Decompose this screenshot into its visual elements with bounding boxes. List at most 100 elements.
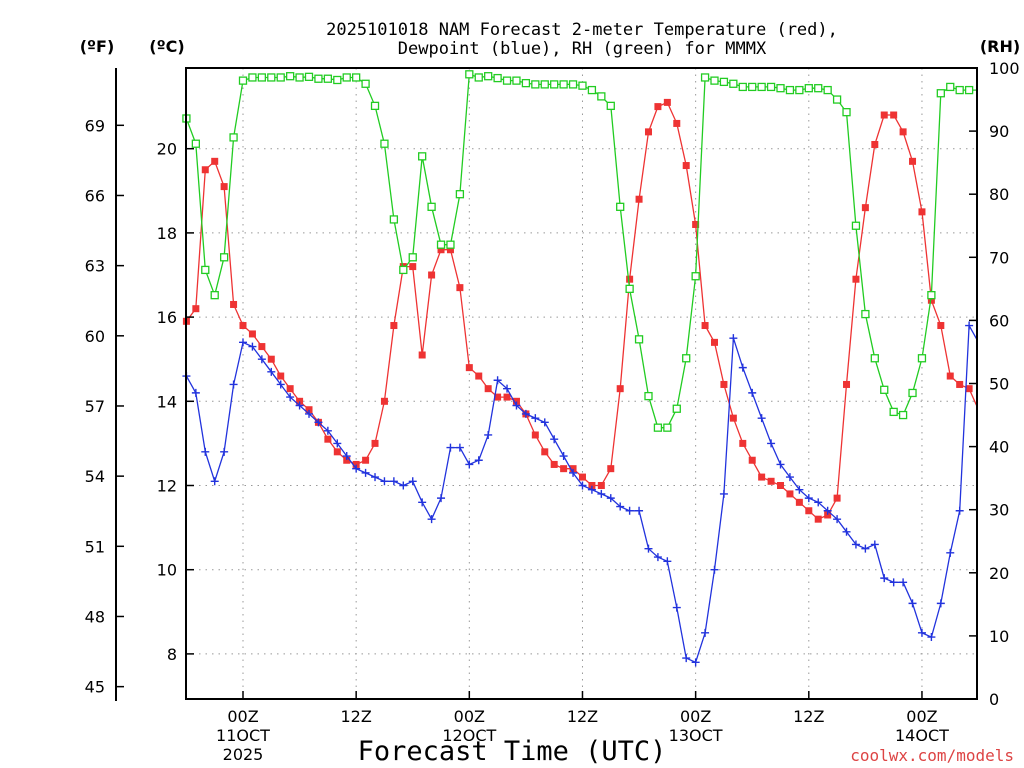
chart-title-line2: Dewpoint (blue), RH (green) for MMMX <box>398 39 767 59</box>
temperature-point <box>446 246 454 254</box>
dewpoint-point <box>446 443 455 452</box>
temperature-point <box>956 380 964 388</box>
rh-point <box>446 240 455 249</box>
rh-point <box>370 101 380 111</box>
dewpoint-point <box>804 494 813 503</box>
temperature-point <box>871 140 879 148</box>
dewpoint-point <box>276 380 285 389</box>
temperature-point <box>767 477 775 485</box>
temperature-point <box>692 220 700 228</box>
rh-point <box>304 72 314 81</box>
rh-point <box>285 72 295 81</box>
rh-point <box>644 391 653 401</box>
time-year-label: 2025 <box>223 745 264 764</box>
dewpoint-point <box>625 506 634 515</box>
dewpoint-point <box>333 439 342 448</box>
rh-point <box>766 82 776 92</box>
temperature-point <box>362 456 370 464</box>
rh-point <box>436 240 446 249</box>
dewpoint-point <box>540 418 549 427</box>
temperature-point <box>352 460 360 468</box>
rh-point <box>748 82 757 92</box>
time-tick-label: 00Z <box>227 707 258 726</box>
dewpoint-point <box>663 557 672 566</box>
rh-point <box>832 95 842 104</box>
temperature-point <box>644 128 652 136</box>
rh-point <box>550 80 559 89</box>
dewpoint-point <box>814 498 823 507</box>
dewpoint-point <box>493 376 502 385</box>
temperature-point <box>654 103 662 111</box>
dewpoint-point <box>465 460 474 469</box>
rh-point <box>314 74 323 83</box>
dewpoint-point <box>757 414 766 423</box>
temperature-point <box>578 473 586 481</box>
rh-tick-label: 30 <box>989 501 1009 520</box>
fahrenheit-tick-label: 51 <box>85 537 105 556</box>
dewpoint-point <box>569 468 578 477</box>
dewpoint-point <box>719 489 728 498</box>
rh-point <box>795 85 804 95</box>
temperature-point <box>795 498 803 506</box>
rh-point <box>257 73 267 82</box>
rh-point <box>248 73 257 82</box>
dewpoint-point <box>512 401 521 410</box>
rh-point <box>908 388 917 398</box>
rh-point <box>955 85 964 95</box>
rh-point <box>946 82 955 92</box>
rh-point <box>691 272 700 281</box>
temperature-point <box>626 275 634 283</box>
rh-point <box>531 80 540 89</box>
temperature-point <box>909 157 917 165</box>
dewpoint-point <box>833 515 842 524</box>
dewpoint-point <box>418 498 427 507</box>
temperature-point <box>512 397 520 405</box>
temperature-point <box>758 473 766 481</box>
rh-point <box>352 73 361 82</box>
dewpoint-point <box>437 494 446 503</box>
dewpoint-point <box>738 363 747 372</box>
chart-title-line1: 2025101018 NAM Forecast 2-meter Temperat… <box>326 20 838 40</box>
temperature-point <box>220 183 228 191</box>
temperature-point <box>248 330 256 338</box>
rh-point <box>229 133 238 142</box>
rh-point <box>587 85 597 95</box>
dewpoint-point <box>521 409 530 418</box>
temperature-point <box>484 385 492 393</box>
dewpoint-point <box>729 334 738 343</box>
time-date-label: 11OCT <box>216 726 270 745</box>
temperature-point <box>343 456 351 464</box>
temperature-point <box>380 397 388 405</box>
dewpoint-point <box>899 578 908 587</box>
dewpoint-point <box>371 473 380 482</box>
rh-point <box>889 407 898 417</box>
dewpoint-point <box>653 553 662 562</box>
dewpoint-point <box>314 418 323 427</box>
rh-point <box>295 73 304 82</box>
temperature-point <box>465 364 473 372</box>
rh-point <box>880 385 889 394</box>
rh-point <box>333 75 342 85</box>
fahrenheit-tick-label: 54 <box>85 467 105 486</box>
rh-point <box>427 202 436 211</box>
temperature-point <box>541 448 549 456</box>
temperature-point <box>230 300 238 308</box>
rh-point <box>672 404 681 413</box>
temperature-point <box>880 111 888 119</box>
celsius-tick-label: 20 <box>157 140 177 159</box>
temperature-point <box>531 431 539 439</box>
rh-point <box>663 423 672 432</box>
temperature-point <box>239 322 247 330</box>
rh-point <box>842 108 851 117</box>
time-date-label: 12OCT <box>442 726 496 745</box>
temperature-point <box>597 482 605 489</box>
dewpoint-point <box>389 477 398 486</box>
dewpoint-point <box>531 414 540 423</box>
dewpoint-point <box>748 388 757 397</box>
dewpoint-point <box>286 393 295 402</box>
fahrenheit-tick-label: 66 <box>85 186 105 205</box>
temperature-point <box>333 448 341 456</box>
temperature-point <box>569 465 577 473</box>
dewpoint-point <box>559 452 568 461</box>
